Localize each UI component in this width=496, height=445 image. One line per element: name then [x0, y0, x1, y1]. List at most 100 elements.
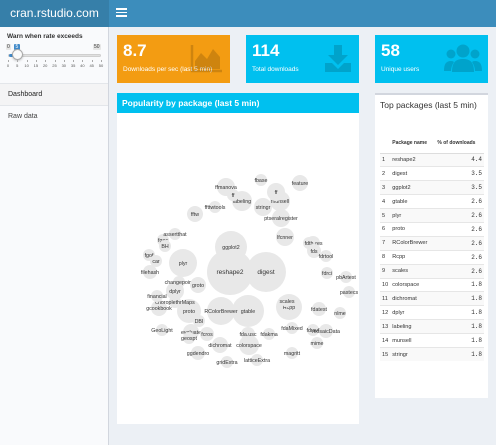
package-bubble[interactable]: ggdendro — [187, 346, 209, 360]
package-bubble[interactable]: RColorBrewer — [204, 297, 238, 325]
sidebar-toggle-icon[interactable] — [116, 8, 127, 17]
package-bubble-circle — [173, 276, 185, 288]
package-bubble-circle — [209, 201, 221, 213]
package-bubble[interactable]: fdrtool — [319, 250, 334, 262]
package-bubble[interactable]: fdakma — [260, 328, 278, 340]
package-bubble[interactable]: lfcnner — [276, 228, 294, 246]
package-bubble[interactable]: financial — [147, 290, 167, 302]
package-bubble[interactable]: filehash — [141, 265, 159, 279]
sidebar-item-raw-data[interactable]: Raw data — [0, 105, 108, 127]
package-bubble-circle — [343, 286, 355, 298]
package-bubble[interactable]: ggplot2 — [215, 231, 247, 263]
package-bubble[interactable]: mosaicData — [312, 324, 340, 338]
app-title[interactable]: cran.rstudio.com — [0, 0, 109, 27]
package-bubble[interactable]: latticeExtra — [244, 354, 270, 366]
package-bubble[interactable]: pastecs — [340, 286, 359, 298]
slider-handle[interactable] — [11, 49, 23, 60]
package-bubble[interactable]: DBI — [193, 315, 205, 327]
package-bubble[interactable]: mime — [311, 337, 324, 349]
package-bubble[interactable]: groto — [190, 277, 206, 293]
package-bubble-label: proto — [183, 309, 195, 315]
package-bubble[interactable]: ff — [267, 183, 285, 201]
sidebar-item-dashboard[interactable]: Dashboard — [0, 83, 108, 105]
package-bubble[interactable]: fda.usc — [239, 327, 257, 341]
package-bubble[interactable]: ptseralregister — [264, 209, 298, 227]
cell-rank: 9 — [380, 263, 391, 279]
slider-tick-label: 10 — [24, 63, 29, 68]
package-bubble-circle — [232, 295, 264, 327]
package-bubble-label: digest — [257, 269, 275, 276]
package-bubble[interactable]: scales — [279, 295, 295, 307]
slider-tick-label: 25 — [52, 63, 57, 68]
package-bubble[interactable]: fds — [307, 244, 321, 258]
cell-percent: 1.8 — [435, 333, 484, 348]
package-bubble[interactable]: gtable — [232, 295, 264, 327]
cell-package: reshape2 — [390, 152, 436, 167]
package-bubble-label: fdrtool — [319, 254, 334, 260]
package-bubble[interactable]: gridExtra — [216, 356, 238, 368]
package-bubble-circle — [239, 335, 259, 355]
package-bubble[interactable]: fdaMixed — [281, 322, 303, 334]
cell-rank: 15 — [380, 346, 391, 362]
package-bubble-label: ptseralregister — [264, 216, 298, 222]
slider-tick-mark — [35, 60, 37, 62]
cell-package: gtable — [390, 194, 436, 209]
total-downloads-caption: Total downloads — [252, 66, 299, 73]
package-bubble[interactable]: fdrci — [321, 267, 333, 279]
package-bubble[interactable]: ff — [227, 189, 239, 201]
area-chart-icon — [190, 45, 222, 73]
package-bubble-circle — [241, 327, 255, 341]
package-bubble[interactable]: fdrsvf — [307, 324, 320, 336]
package-bubble[interactable]: fcros — [200, 327, 214, 341]
cell-percent: 2.6 — [435, 194, 484, 209]
package-bubble[interactable]: GeoLight — [151, 324, 173, 336]
package-bubble[interactable]: choroplethrMaps — [155, 296, 195, 308]
top-navbar — [109, 0, 496, 27]
package-bubble[interactable]: feature — [292, 175, 309, 191]
package-bubble[interactable]: stringr — [254, 198, 272, 216]
package-bubble-label: ggdendro — [187, 351, 209, 357]
cell-percent: 4.4 — [435, 152, 484, 167]
package-bubble-label: gridExtra — [216, 360, 237, 366]
cell-rank: 4 — [380, 194, 391, 209]
package-bubble[interactable]: colorspace — [236, 335, 262, 355]
slider-tick-mark — [82, 60, 84, 62]
package-bubble-label: labeling — [233, 199, 251, 205]
column-header-rank — [380, 133, 391, 154]
package-bubble[interactable]: ffttwtools — [205, 201, 226, 213]
package-bubble-label: lfcnner — [277, 235, 293, 241]
package-bubble[interactable]: pbArtest — [336, 271, 356, 283]
slider-tick-mark — [63, 60, 65, 62]
package-bubble[interactable]: changepoint — [165, 276, 194, 288]
package-bubble[interactable]: digest — [246, 252, 286, 292]
cell-percent: 1.8 — [435, 277, 484, 292]
package-bubble[interactable]: plyr — [169, 249, 197, 277]
package-bubble[interactable]: reshape2 — [207, 249, 253, 295]
package-bubble[interactable]: geospt — [181, 332, 197, 344]
table-row: 10 colorspace 1.8 — [380, 277, 484, 292]
package-bubble[interactable]: gcookbook — [146, 300, 172, 316]
package-bubble[interactable]: car — [150, 255, 162, 267]
unique-users-value: 58 — [381, 41, 400, 60]
package-bubble[interactable]: fbase — [255, 174, 268, 186]
package-bubble-circle — [292, 175, 308, 191]
cell-rank: 10 — [380, 277, 391, 292]
package-bubble-label: stringr — [256, 205, 271, 211]
package-bubble-circle — [143, 265, 157, 279]
table-row: 13 labeling 1.8 — [380, 319, 484, 334]
package-bubble[interactable]: fftw — [187, 206, 203, 222]
package-bubble[interactable]: dichromat — [208, 337, 232, 353]
package-bubble-label: ffmanova — [215, 185, 237, 191]
package-bubble-label: fbase — [255, 178, 268, 184]
package-bubble[interactable]: BH — [159, 240, 171, 252]
package-bubble[interactable]: nlme — [334, 307, 346, 319]
slider-tick-label: 20 — [42, 63, 48, 68]
cell-rank: 2 — [380, 166, 391, 181]
slider-tick-mark — [17, 60, 19, 62]
popularity-panel: Popularity by package (last 5 min) resha… — [117, 93, 359, 424]
package-bubble[interactable]: fdatest — [311, 302, 327, 316]
package-bubble-label: ff — [275, 190, 278, 196]
package-bubble[interactable]: assertthat — [163, 228, 187, 240]
top-packages-panel: Top packages (last 5 min) Package name %… — [375, 93, 488, 398]
package-bubble[interactable]: magritt — [284, 347, 301, 359]
